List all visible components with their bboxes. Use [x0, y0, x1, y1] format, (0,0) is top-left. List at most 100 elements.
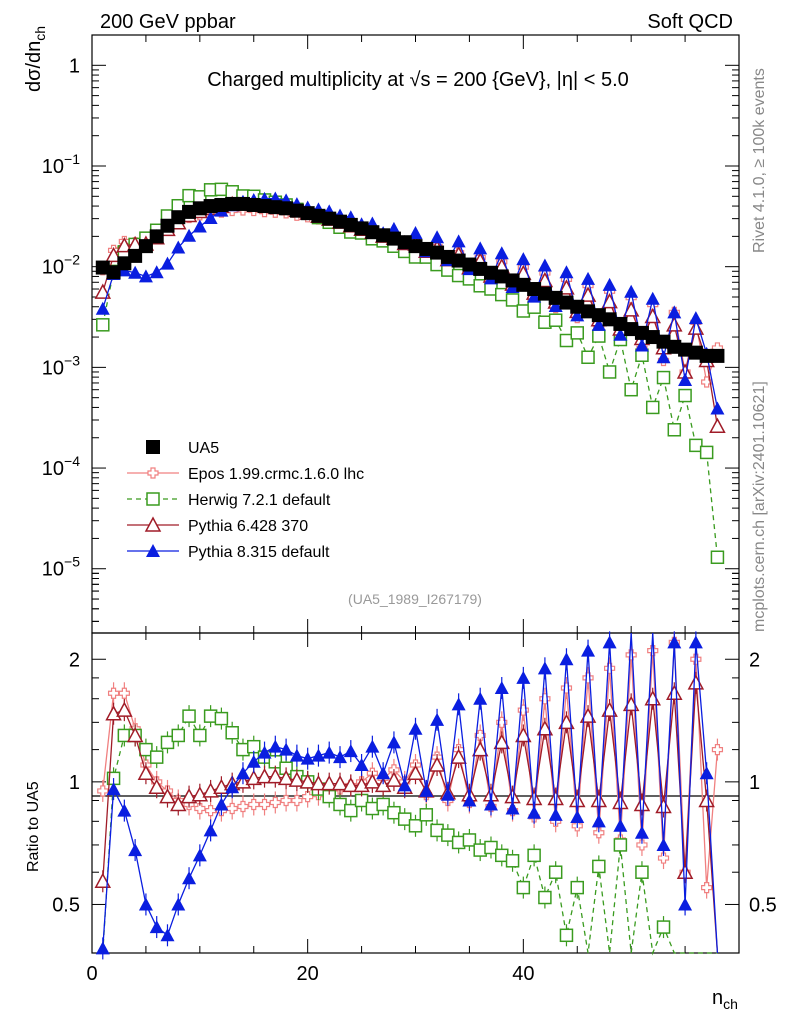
pythia-6-428-370-point — [709, 417, 726, 434]
pythia-6-428-370-ratio-point — [299, 773, 316, 789]
herwig-7-2-1-default-ratio-point — [376, 797, 390, 812]
epos-1-99-crmc-1-6-0-lhc-ratio-point — [701, 882, 713, 894]
ratio-y-tick-label: 2 — [69, 649, 80, 671]
pythia-8-315-default-ratio-point — [613, 818, 628, 832]
legend: UA5 Epos 1.99.crmc.1.6.0 lhc Herwig 7.2.1 … — [127, 440, 364, 561]
pythia-8-315-default-point — [408, 226, 423, 240]
epos-1-99-crmc-1-6-0-lhc-ratio-point — [657, 852, 670, 864]
pythia-8-315-default-point — [386, 221, 401, 235]
herwig-7-2-1-default-ratio-point — [516, 880, 531, 895]
chart-title: Charged multiplicity at √s = 200 {GeV}, … — [207, 69, 629, 91]
pythia-6-428-370-ratio-point — [331, 775, 349, 791]
ratio-y-tick-label-right: 1 — [749, 772, 760, 794]
herwig-7-2-1-default-ratio-point — [505, 854, 520, 868]
ratio-y-tick-label-right: 0.5 — [749, 894, 777, 916]
herwig-7-2-1-default-point — [527, 300, 541, 314]
pythia-8-315-default-ratio-point — [311, 748, 326, 762]
herwig-7-2-1-default-ratio-point — [408, 819, 423, 833]
pythia-8-315-default-ratio-point — [289, 748, 304, 762]
main-y-tick-label: 10−1 — [42, 151, 80, 178]
epos-1-99-crmc-1-6-0-lhc-ratio-point — [496, 716, 508, 728]
pythia-6-428-370-ratio-point — [342, 776, 360, 793]
pythia-6-428-370-ratio-point — [676, 863, 694, 879]
pythia-6-428-370-point — [94, 283, 112, 299]
ua5-point — [699, 348, 714, 363]
ua5-point — [95, 260, 110, 275]
herwig-7-2-1-default-ratio-point — [548, 865, 563, 879]
pythia-8-315-default-ratio-point — [343, 744, 358, 758]
pythia-8-315-default-point — [581, 271, 596, 285]
pythia-8-315-default-ratio-point — [634, 825, 649, 839]
pythia-8-315-default-point — [527, 289, 542, 303]
ua5-point — [386, 231, 401, 246]
ua5-point — [333, 214, 348, 229]
pythia-6-428-370-ratio-point — [547, 789, 564, 806]
pythia-6-428-370-ratio-point — [256, 768, 273, 784]
pythia-8-315-default-point — [667, 305, 682, 319]
ua5-point — [182, 204, 197, 219]
ua5-point — [171, 210, 186, 225]
epos-1-99-crmc-1-6-0-lhc-ratio-point — [539, 693, 551, 705]
pythia-6-428-370-ratio-point — [536, 720, 554, 736]
pythia-8-315-default-ratio-point — [279, 742, 294, 756]
epos-1-99-crmc-1-6-0-lhc-ratio-point — [194, 802, 206, 815]
ua5-point — [160, 218, 175, 233]
herwig-7-2-1-default-ratio-point — [160, 735, 175, 750]
ua5-point — [570, 299, 585, 314]
legend-herwig-7-2-1-default-marker — [146, 492, 160, 506]
y-axis-label-main: dσ/dnch — [23, 26, 48, 92]
pythia-8-315-default-ratio-point — [667, 635, 682, 649]
pythia-8-315-default-ratio-point — [203, 823, 218, 837]
ua5-point — [462, 257, 477, 272]
pythia-8-315-default-ratio-point — [537, 661, 552, 675]
pythia-8-315-default-ratio-point — [440, 787, 455, 801]
ua5-point — [430, 245, 445, 260]
pythia-8-315-default-ratio-point — [268, 739, 283, 753]
herwig-7-2-1-default-point — [559, 333, 574, 348]
pythia-8-315-default-ratio-point — [516, 670, 531, 684]
ua5-point — [613, 316, 628, 331]
ratio-y-tick-label-right: 2 — [749, 649, 760, 671]
pythia-8-315-default-point — [678, 372, 693, 386]
herwig-7-2-1-default-point — [548, 313, 563, 327]
pythia-8-315-default-ratio-point — [95, 941, 110, 955]
legend-pythia-6-428-370-label: Pythia 6.428 370 — [188, 518, 308, 535]
legend-herwig-7-2-1-default-label: Herwig 7.2.1 default — [188, 492, 331, 509]
pythia-8-315-default-point — [602, 277, 617, 291]
pythia-6-428-370-point — [105, 246, 122, 263]
pythia-8-315-default-ratio-point — [419, 783, 434, 797]
ua5-point — [602, 312, 617, 327]
herwig-7-2-1-default-point — [602, 365, 617, 379]
pythia-8-315-default-ratio-point — [699, 766, 714, 780]
ua5-point — [257, 199, 272, 214]
herwig-7-2-1-default-point — [678, 388, 692, 403]
epos-1-99-crmc-1-6-0-lhc-ratio-point — [248, 798, 260, 811]
epos-1-99-crmc-1-6-0-lhc-ratio-point — [625, 649, 637, 661]
header-right: Soft QCD — [647, 11, 733, 33]
pythia-8-315-default-ratio-point — [192, 848, 207, 862]
ua5-point — [688, 345, 703, 360]
herwig-7-2-1-default-ratio-point — [613, 838, 628, 852]
pythia-6-428-370-ratio-point — [374, 776, 392, 793]
x-axis-label: nch — [712, 987, 738, 1012]
pythia-6-428-370-ratio-point — [666, 684, 683, 701]
pythia-6-428-370-ratio-point — [493, 733, 511, 750]
x-tick-label: 20 — [297, 963, 319, 985]
pythia-6-428-370-ratio-point — [655, 797, 672, 814]
pythia-8-315-default-ratio-point — [408, 721, 423, 735]
epos-1-99-crmc-1-6-0-lhc-ratio-point — [97, 785, 109, 797]
pythia-8-315-default-ratio-point — [365, 739, 380, 753]
epos-1-99-crmc-1-6-0-lhc-ratio-point — [205, 805, 217, 817]
ratio-y-tick-label: 0.5 — [52, 894, 80, 916]
pythia-8-315-default-ratio-point — [570, 809, 585, 823]
pythia-6-428-370-ratio-point — [633, 795, 651, 812]
main-y-tick-label: 10−3 — [42, 352, 80, 379]
pythia-8-315-default-point — [624, 284, 639, 298]
x-tick-label: 0 — [86, 963, 97, 985]
herwig-7-2-1-default-point — [710, 550, 725, 565]
herwig-7-2-1-default-ratio-point — [419, 808, 434, 822]
epos-1-99-crmc-1-6-0-lhc-ratio-point — [269, 796, 281, 809]
pythia-8-315-default-ratio-point — [473, 691, 488, 705]
main-y-tick-label: 1 — [69, 55, 80, 77]
ua5-point — [537, 286, 552, 301]
